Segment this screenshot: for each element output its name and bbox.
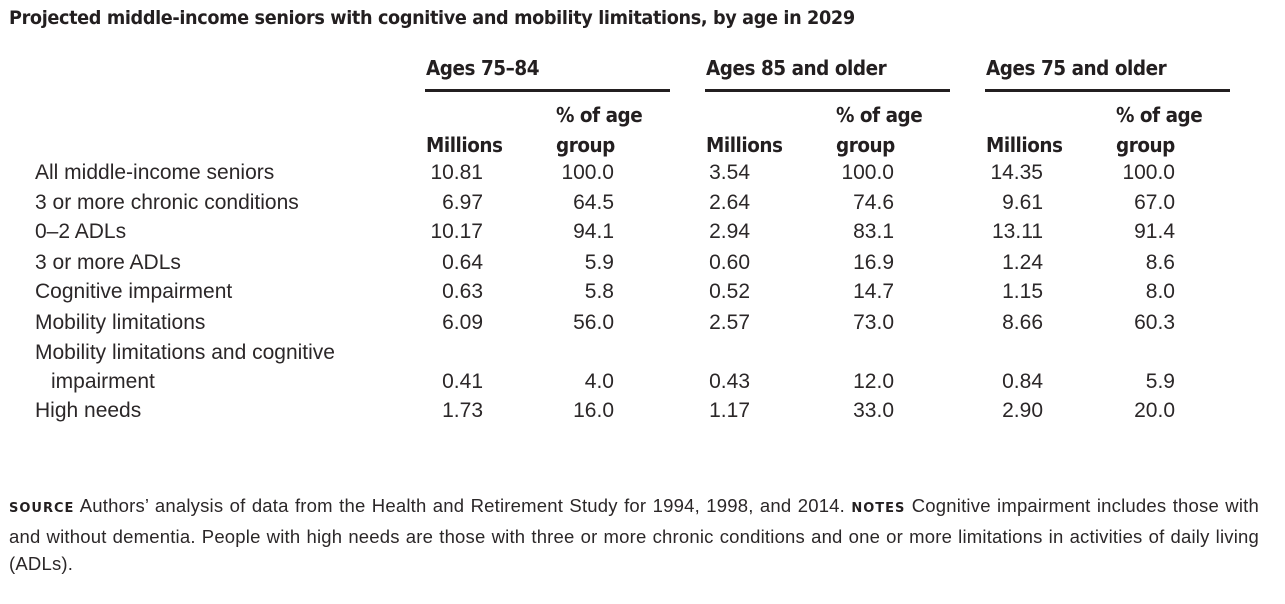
cell-millions: 13.11: [992, 220, 1043, 243]
cell-millions: 0.84: [1002, 370, 1043, 393]
cell-percent: 100.0: [1122, 161, 1175, 184]
cell-millions: 1.15: [1002, 280, 1043, 303]
cell-percent: 83.1: [853, 220, 894, 243]
row-label: 3 or more chronic conditions: [35, 191, 299, 214]
cell-millions: 10.81: [430, 161, 483, 184]
cell-millions: 1.17: [709, 399, 750, 422]
row-label: 0–2 ADLs: [35, 220, 127, 243]
cell-percent: 56.0: [573, 311, 614, 334]
cell-millions: 2.64: [709, 191, 750, 214]
row-label: Mobility limitations and cognitive: [35, 341, 335, 364]
cell-millions: 0.41: [442, 370, 483, 393]
cell-percent: 4.0: [584, 370, 614, 393]
cell-percent: 100.0: [841, 161, 894, 184]
group-header-75-older: Ages 75 and older: [986, 56, 1167, 80]
group-rule-75-84: [425, 89, 670, 92]
cell-percent: 20.0: [1134, 399, 1175, 422]
cell-millions: 3.54: [709, 161, 750, 184]
cell-millions: 14.35: [990, 161, 1043, 184]
cell-percent: 16.9: [853, 251, 894, 274]
column-header-pct-line2: group: [836, 133, 895, 157]
group-rule-85-older: [705, 89, 950, 92]
column-header-pct-line2: group: [556, 133, 615, 157]
column-header-pct: % of age group: [556, 100, 643, 160]
cell-percent: 94.1: [573, 220, 614, 243]
cell-millions: 10.17: [430, 220, 483, 243]
cell-percent: 5.9: [584, 251, 614, 274]
row-label: All middle-income seniors: [35, 161, 275, 184]
column-header-pct-line1: % of age: [1116, 103, 1203, 127]
table-footnote: SOURCE Authors’ analysis of data from th…: [9, 492, 1259, 578]
cell-percent: 8.0: [1145, 280, 1175, 303]
cell-millions: 2.57: [709, 311, 750, 334]
cell-millions: 8.66: [1002, 311, 1043, 334]
cell-percent: 67.0: [1134, 191, 1175, 214]
row-label: 3 or more ADLs: [35, 251, 181, 274]
cell-percent: 16.0: [573, 399, 614, 422]
cell-millions: 6.09: [442, 311, 483, 334]
cell-percent: 100.0: [561, 161, 614, 184]
cell-percent: 5.9: [1145, 370, 1175, 393]
cell-millions: 1.24: [1002, 251, 1043, 274]
cell-millions: 0.43: [709, 370, 750, 393]
source-label: SOURCE: [9, 501, 75, 516]
source-text: Authors’ analysis of data from the Healt…: [74, 495, 852, 516]
column-header-pct-line1: % of age: [556, 103, 643, 127]
row-label: High needs: [35, 399, 142, 422]
cell-percent: 60.3: [1134, 311, 1175, 334]
cell-percent: 14.7: [853, 280, 894, 303]
cell-percent: 33.0: [853, 399, 894, 422]
group-header-85-older: Ages 85 and older: [706, 56, 887, 80]
cell-percent: 64.5: [573, 191, 614, 214]
column-header-pct: % of age group: [1116, 100, 1203, 160]
cell-percent: 74.6: [853, 191, 894, 214]
group-rule-75-older: [985, 89, 1230, 92]
table-title: Projected middle-income seniors with cog…: [9, 7, 855, 29]
notes-label: NOTES: [851, 501, 906, 516]
row-label: Mobility limitations: [35, 311, 206, 334]
row-label-continued: impairment: [51, 370, 155, 393]
cell-percent: 5.8: [584, 280, 614, 303]
cell-millions: 0.64: [442, 251, 483, 274]
column-header-pct: % of age group: [836, 100, 923, 160]
cell-millions: 0.63: [442, 280, 483, 303]
column-header-millions: Millions: [426, 133, 503, 157]
cell-millions: 1.73: [442, 399, 483, 422]
group-header-75-84: Ages 75–84: [426, 56, 540, 80]
cell-millions: 0.60: [709, 251, 750, 274]
column-header-millions: Millions: [706, 133, 783, 157]
cell-millions: 6.97: [442, 191, 483, 214]
cell-percent: 91.4: [1134, 220, 1175, 243]
column-header-pct-line1: % of age: [836, 103, 923, 127]
cell-millions: 9.61: [1002, 191, 1043, 214]
column-header-pct-line2: group: [1116, 133, 1175, 157]
cell-millions: 2.90: [1002, 399, 1043, 422]
cell-percent: 12.0: [853, 370, 894, 393]
cell-millions: 0.52: [709, 280, 750, 303]
notes-text: Cognitive impairment includes those with…: [9, 495, 1259, 574]
column-header-millions: Millions: [986, 133, 1063, 157]
cell-percent: 73.0: [853, 311, 894, 334]
cell-millions: 2.94: [709, 220, 750, 243]
cell-percent: 8.6: [1145, 251, 1175, 274]
row-label: Cognitive impairment: [35, 280, 233, 303]
